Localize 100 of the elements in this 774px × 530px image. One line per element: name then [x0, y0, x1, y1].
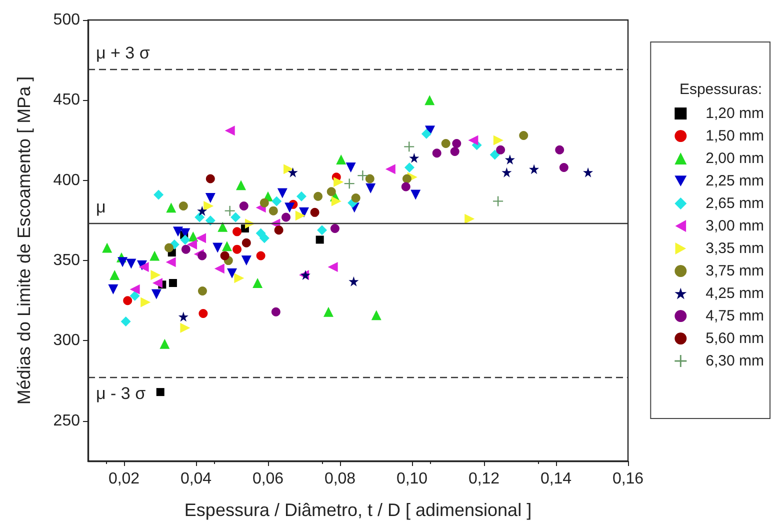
x-tick-label: 0,12 — [468, 470, 500, 488]
y-tick-label: 300 — [53, 332, 80, 350]
legend-label: 3,75 mm — [706, 262, 764, 280]
point — [274, 226, 284, 235]
point — [166, 202, 176, 213]
legend-title: Espessuras: — [679, 81, 762, 98]
point — [151, 289, 162, 300]
point — [432, 148, 442, 158]
point — [493, 196, 504, 206]
point — [314, 192, 323, 201]
legend-label: 4,25 mm — [706, 285, 764, 302]
point — [365, 174, 374, 184]
ref-line-label: μ — [96, 198, 106, 217]
point — [197, 206, 208, 216]
point — [196, 233, 206, 244]
legend-label: 2,00 mm — [706, 150, 764, 167]
point — [468, 135, 478, 146]
point — [150, 270, 161, 280]
ref-line-label: μ - 3 σ — [96, 384, 146, 403]
point — [218, 222, 228, 232]
point — [205, 193, 216, 204]
point — [409, 152, 420, 163]
y-tick-label: 500 — [53, 12, 80, 28]
x-tick-label: 0,06 — [252, 470, 284, 488]
point — [555, 145, 564, 154]
point — [351, 194, 360, 202]
point — [230, 212, 241, 222]
point — [166, 257, 176, 268]
y-tick-label: 450 — [53, 92, 80, 109]
point — [371, 310, 382, 320]
point — [330, 224, 340, 233]
point — [160, 338, 170, 349]
point — [152, 278, 162, 288]
x-tick-label: 0,14 — [540, 470, 572, 488]
point — [194, 212, 205, 222]
point — [173, 226, 183, 237]
point — [358, 170, 368, 181]
point — [236, 180, 246, 190]
point — [284, 164, 294, 174]
legend-label: 5,60 mm — [706, 330, 764, 347]
point — [232, 244, 242, 254]
point — [232, 227, 242, 236]
legend-label: 4,75 mm — [706, 308, 764, 324]
point — [504, 154, 515, 165]
point — [366, 183, 376, 194]
point — [464, 214, 475, 224]
point — [239, 202, 248, 211]
point — [404, 142, 414, 152]
legend-label: 3,35 mm — [706, 240, 764, 257]
point — [259, 233, 270, 244]
point — [198, 251, 207, 260]
point — [204, 201, 214, 212]
point — [326, 187, 336, 196]
point — [178, 202, 188, 211]
point — [118, 257, 128, 268]
point — [288, 167, 298, 178]
x-tick-label: 0,16 — [612, 470, 644, 488]
x-tick-label: 0,10 — [396, 470, 428, 488]
point — [120, 316, 131, 326]
point — [310, 208, 320, 217]
point — [331, 196, 342, 206]
legend-label: 6,30 mm — [706, 352, 764, 370]
point — [234, 273, 244, 284]
point — [214, 264, 224, 274]
point — [102, 242, 112, 253]
point — [424, 95, 435, 106]
point — [181, 244, 190, 254]
point — [401, 182, 410, 192]
point — [529, 164, 540, 174]
point — [110, 270, 120, 280]
point — [519, 130, 528, 140]
point — [271, 307, 280, 316]
point — [130, 290, 140, 301]
point — [410, 190, 421, 200]
point — [180, 322, 190, 333]
point — [421, 128, 432, 139]
x-tick-label: 0,08 — [324, 470, 356, 488]
point — [198, 286, 207, 296]
point — [227, 268, 237, 278]
point — [164, 243, 174, 252]
point — [268, 206, 278, 216]
point — [295, 210, 306, 221]
point — [178, 312, 188, 322]
point — [452, 138, 462, 148]
point — [317, 225, 327, 236]
point — [224, 126, 235, 136]
legend-label: 1,50 mm — [706, 128, 764, 144]
legend-label: 3,00 mm — [706, 218, 764, 234]
point — [496, 145, 506, 154]
point — [168, 278, 177, 287]
point — [316, 236, 324, 244]
point — [328, 262, 338, 272]
point — [402, 174, 412, 184]
point — [282, 212, 290, 222]
point — [224, 206, 235, 216]
x-tick-label: 0,02 — [108, 470, 140, 488]
point — [252, 278, 263, 288]
point — [205, 215, 216, 226]
point — [490, 150, 500, 160]
y-tick-label: 250 — [53, 412, 80, 430]
